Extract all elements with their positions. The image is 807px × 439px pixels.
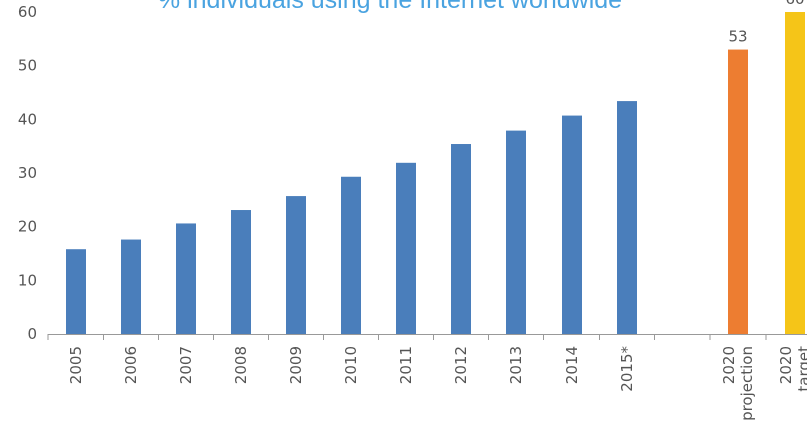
bar-2010 xyxy=(341,176,361,334)
x-tick-label: 2020projection xyxy=(720,346,756,421)
y-tick-label: 30 xyxy=(18,164,37,182)
x-tick-label: 2010 xyxy=(342,346,360,384)
y-axis: 0 10 20 30 40 50 60 xyxy=(18,3,37,343)
bar-2012 xyxy=(451,144,471,334)
x-axis: 2005 2006 2007 2008 2009 2010 2011 2012 2013 2014… xyxy=(47,334,807,421)
bar-2006 xyxy=(121,239,141,334)
chart-title: % individuals using the Internet worldwi… xyxy=(157,0,623,14)
y-tick-label: 20 xyxy=(18,218,37,236)
bar-2014 xyxy=(562,115,582,335)
bar-2020-target xyxy=(785,12,805,334)
bar-2008 xyxy=(231,210,251,334)
x-tick-label: 2013 xyxy=(507,346,525,384)
bars: 53 60 xyxy=(66,0,805,335)
bar-2020-projection xyxy=(728,49,748,335)
x-tick-label: 2012 xyxy=(452,346,470,384)
y-tick-label: 40 xyxy=(18,110,37,128)
x-tick-label: 2011 xyxy=(397,346,415,384)
bar-2009 xyxy=(286,196,306,334)
y-tick-label: 10 xyxy=(18,271,37,289)
data-label: 53 xyxy=(728,28,747,46)
x-tick-label: 2015* xyxy=(618,346,636,392)
bar-2015 xyxy=(617,101,637,334)
x-tick-label: 2014 xyxy=(563,346,581,384)
bar-2013 xyxy=(506,130,526,334)
y-tick-label: 50 xyxy=(18,57,37,75)
bar-2007 xyxy=(176,223,196,334)
x-tick-label: 2006 xyxy=(122,346,140,384)
y-tick-label: 60 xyxy=(18,3,37,21)
x-tick-label: 2005 xyxy=(67,346,85,384)
x-tick-label: 2020target xyxy=(777,346,807,392)
x-tick-label: 2009 xyxy=(287,346,305,384)
data-label: 60 xyxy=(785,0,804,8)
y-tick-label: 0 xyxy=(27,325,37,343)
x-tick-label: 2008 xyxy=(232,346,250,384)
bar-2005 xyxy=(66,249,86,334)
bar-2011 xyxy=(396,162,416,334)
x-tick-label: 2007 xyxy=(177,346,195,384)
